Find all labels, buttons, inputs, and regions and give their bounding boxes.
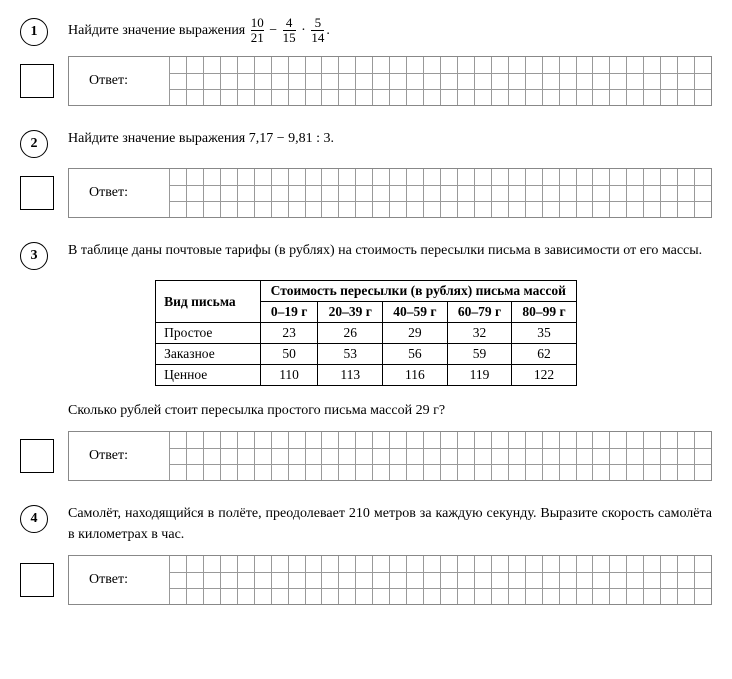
table-col-2: 40–59 г <box>383 302 448 323</box>
q1-f2-den: 15 <box>283 30 296 45</box>
question-number-4: 4 <box>20 505 48 533</box>
q1-suffix: . <box>326 23 330 38</box>
question-text-4: Самолёт, находящийся в полёте, преодолев… <box>68 503 712 545</box>
answer-row-1: Ответ: <box>20 56 712 106</box>
table-cell: 122 <box>512 365 577 386</box>
question-number-1: 1 <box>20 18 48 46</box>
question-text-3: В таблице даны почтовые тарифы (в рублях… <box>68 240 712 261</box>
q1-op2: · <box>301 23 306 38</box>
answer-cells-1[interactable] <box>169 57 711 105</box>
q1-f1-den: 21 <box>251 30 264 45</box>
q1-prefix: Найдите значение выражения <box>68 23 249 38</box>
table-row-2: Ценное 110 113 116 119 122 <box>156 365 577 386</box>
question-number-2: 2 <box>20 130 48 158</box>
question-3: 3 В таблице даны почтовые тарифы (в рубл… <box>20 240 712 270</box>
table-row-2-name: Ценное <box>156 365 261 386</box>
q1-frac2: 4 15 <box>283 16 296 46</box>
table-cell: 116 <box>383 365 448 386</box>
question-1: 1 Найдите значение выражения 10 21 − 4 1… <box>20 16 712 46</box>
answer-grid-3: Ответ: <box>68 431 712 481</box>
answer-grid-1: Ответ: <box>68 56 712 106</box>
table-span-header: Стоимость пересылки (в рублях) письма ма… <box>260 281 576 302</box>
question-text-1: Найдите значение выражения 10 21 − 4 15 … <box>68 16 712 46</box>
question-text-2: Найдите значение выражения 7,17 − 9,81 :… <box>68 128 712 149</box>
table-cell: 110 <box>260 365 318 386</box>
answer-row-2: Ответ: <box>20 168 712 218</box>
q1-frac3: 5 14 <box>311 16 324 46</box>
q1-op1: − <box>269 23 277 38</box>
table-row-0-name: Простое <box>156 323 261 344</box>
table-col-4: 80–99 г <box>512 302 577 323</box>
table-cell: 50 <box>260 344 318 365</box>
answer-label-2: Ответ: <box>69 169 169 217</box>
answer-row-4: Ответ: <box>20 555 712 605</box>
table-cell: 119 <box>447 365 512 386</box>
question-2: 2 Найдите значение выражения 7,17 − 9,81… <box>20 128 712 158</box>
score-box-4[interactable] <box>20 563 54 597</box>
table-col-0: 0–19 г <box>260 302 318 323</box>
table-col-1: 20–39 г <box>318 302 383 323</box>
table-cell: 35 <box>512 323 577 344</box>
score-box-2[interactable] <box>20 176 54 210</box>
q1-frac1: 10 21 <box>251 16 264 46</box>
table-row-0: Простое 23 26 29 32 35 <box>156 323 577 344</box>
table-cell: 59 <box>447 344 512 365</box>
answer-grid-2: Ответ: <box>68 168 712 218</box>
answer-label-4: Ответ: <box>69 556 169 604</box>
answer-label-1: Ответ: <box>69 57 169 105</box>
table-cell: 29 <box>383 323 448 344</box>
answer-grid-4: Ответ: <box>68 555 712 605</box>
q1-f3-num: 5 <box>311 16 324 30</box>
answer-cells-3[interactable] <box>169 432 711 480</box>
table-row-1-name: Заказное <box>156 344 261 365</box>
answer-row-3: Ответ: <box>20 431 712 481</box>
table-col-3: 60–79 г <box>447 302 512 323</box>
q1-f2-num: 4 <box>283 16 296 30</box>
table-row-1: Заказное 50 53 56 59 62 <box>156 344 577 365</box>
table-cell: 26 <box>318 323 383 344</box>
table-cell: 56 <box>383 344 448 365</box>
question-number-3: 3 <box>20 242 48 270</box>
answer-label-3: Ответ: <box>69 432 169 480</box>
question-text-3b: Сколько рублей стоит пересылка простого … <box>68 400 712 421</box>
answer-cells-2[interactable] <box>169 169 711 217</box>
score-box-1[interactable] <box>20 64 54 98</box>
score-box-3[interactable] <box>20 439 54 473</box>
table-corner: Вид письма <box>156 281 261 323</box>
tariff-table: Вид письма Стоимость пересылки (в рублях… <box>155 280 577 386</box>
table-cell: 53 <box>318 344 383 365</box>
answer-cells-4[interactable] <box>169 556 711 604</box>
q1-f3-den: 14 <box>311 30 324 45</box>
table-cell: 23 <box>260 323 318 344</box>
table-cell: 32 <box>447 323 512 344</box>
question-4: 4 Самолёт, находящийся в полёте, преодол… <box>20 503 712 545</box>
q1-f1-num: 10 <box>251 16 264 30</box>
table-cell: 113 <box>318 365 383 386</box>
table-cell: 62 <box>512 344 577 365</box>
